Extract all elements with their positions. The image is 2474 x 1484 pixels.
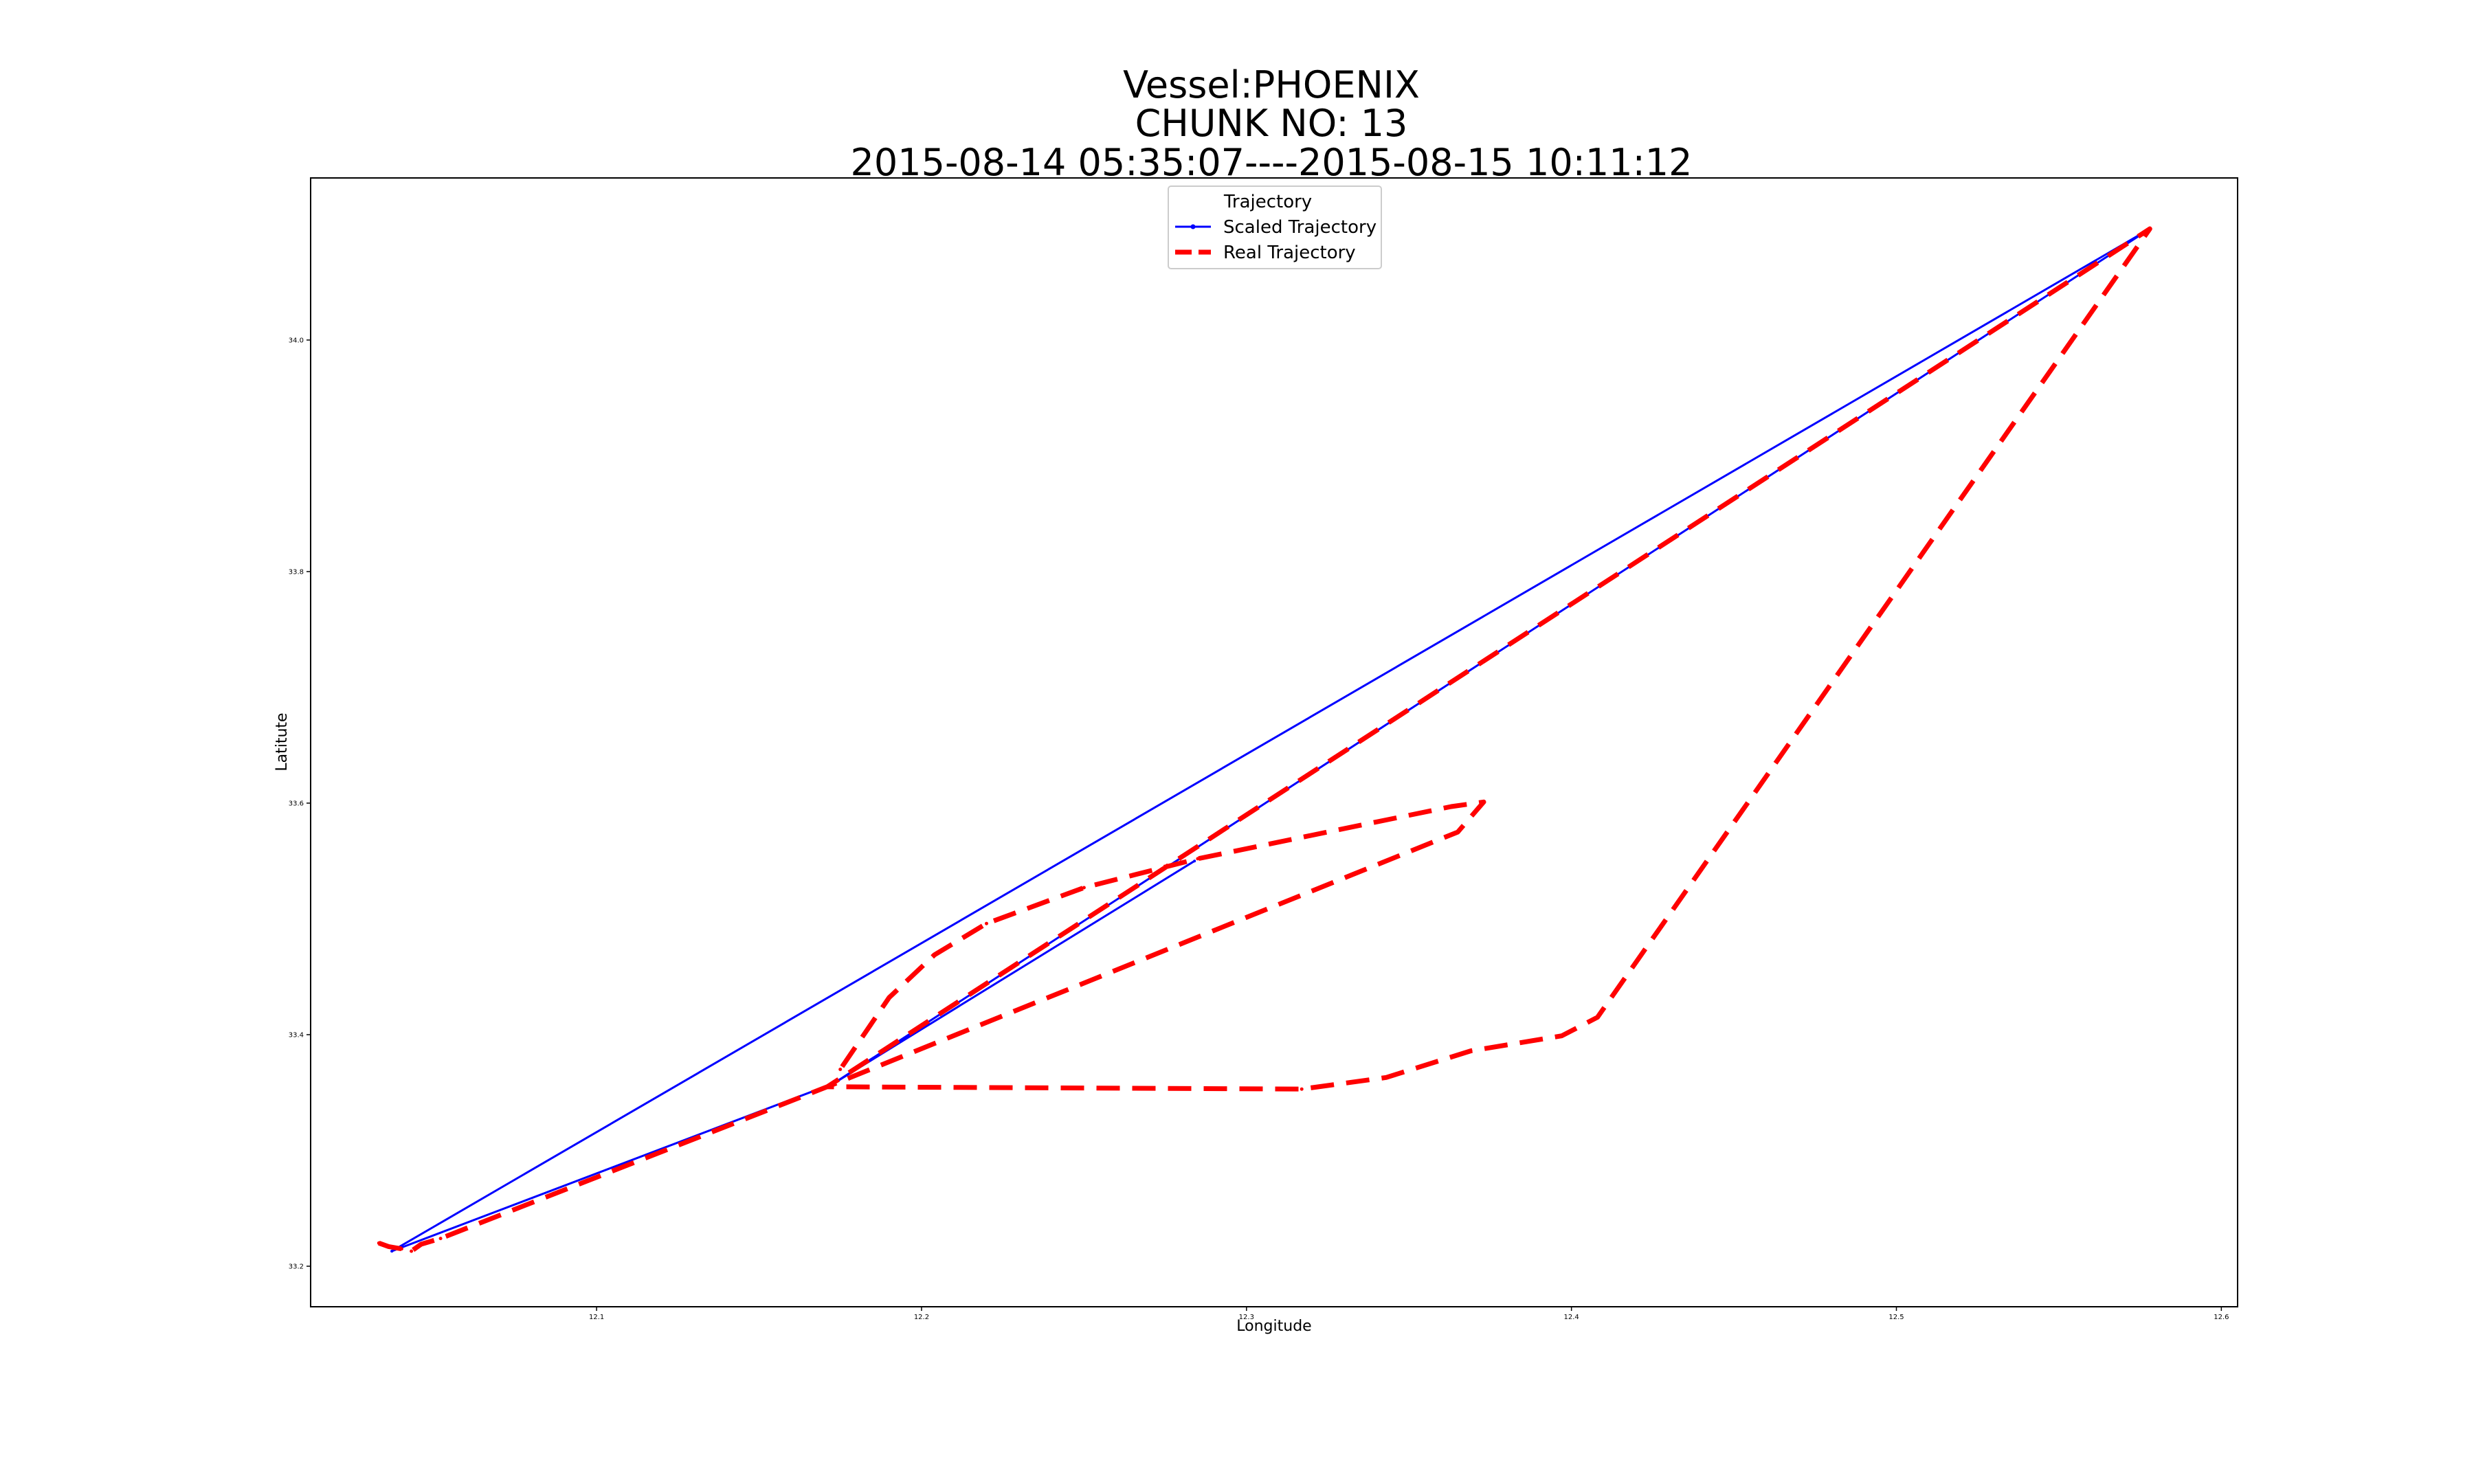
y-tick-label: 33.4 [289, 1031, 304, 1039]
x-tick-label: 12.3 [1239, 1314, 1254, 1321]
data-point [1193, 859, 1196, 863]
chart-title-line-2: CHUNK NO: 13 [1135, 102, 1408, 145]
data-point [377, 1241, 381, 1245]
y-tick-label: 33.6 [289, 800, 304, 807]
data-point [1596, 1015, 1599, 1020]
data-point [1456, 830, 1460, 834]
data-point [438, 1237, 443, 1241]
x-tick-label: 12.6 [2214, 1314, 2229, 1321]
y-tick-label: 33.2 [289, 1263, 304, 1271]
data-point [838, 1068, 843, 1071]
x-axis-label: Longitude [1236, 1318, 1311, 1335]
data-point [1482, 800, 1486, 804]
y-tick-label: 33.8 [289, 568, 304, 576]
legend-box [1168, 186, 1382, 269]
legend-title: Trajectory [1223, 192, 1312, 212]
data-point [419, 1242, 423, 1246]
data-point [1300, 1087, 1304, 1091]
data-point [1082, 886, 1086, 890]
plot-frame [310, 177, 2238, 1307]
x-tick-label: 12.5 [1888, 1314, 1904, 1321]
y-tick-label: 34.0 [289, 337, 304, 344]
data-point [933, 953, 937, 957]
legend: Trajectory Scaled Trajectory Real Trajec… [1168, 186, 1382, 269]
data-point [1469, 1049, 1473, 1053]
data-point [887, 996, 891, 1000]
data-point [1560, 1034, 1563, 1038]
x-tick-label: 12.2 [914, 1314, 929, 1321]
legend-label-scaled: Scaled Trajectory [1223, 217, 1377, 238]
data-point [410, 1249, 414, 1253]
x-tick-label: 12.4 [1564, 1314, 1579, 1321]
x-tick-label: 12.1 [589, 1314, 604, 1321]
data-point [1384, 1075, 1388, 1079]
chart-title-line-3: 2015-08-14 05:35:07----2015-08-15 10:11:… [851, 141, 1693, 184]
data-point [1196, 857, 1200, 861]
data-point [387, 1244, 390, 1248]
plot-area [311, 178, 2238, 1307]
data-point [390, 1250, 394, 1253]
series-layer [377, 226, 2152, 1254]
data-point [2148, 227, 2152, 231]
legend-marker-scaled [1190, 224, 1196, 229]
data-point [825, 1085, 829, 1089]
data-point [1449, 805, 1453, 809]
data-point [399, 1247, 403, 1251]
legend-label-real: Real Trajectory [1223, 243, 1356, 263]
data-point [985, 921, 988, 925]
y-axis-label: Latitute [274, 712, 291, 771]
chart-title-line-1: Vessel:PHOENIX [1123, 63, 1420, 106]
